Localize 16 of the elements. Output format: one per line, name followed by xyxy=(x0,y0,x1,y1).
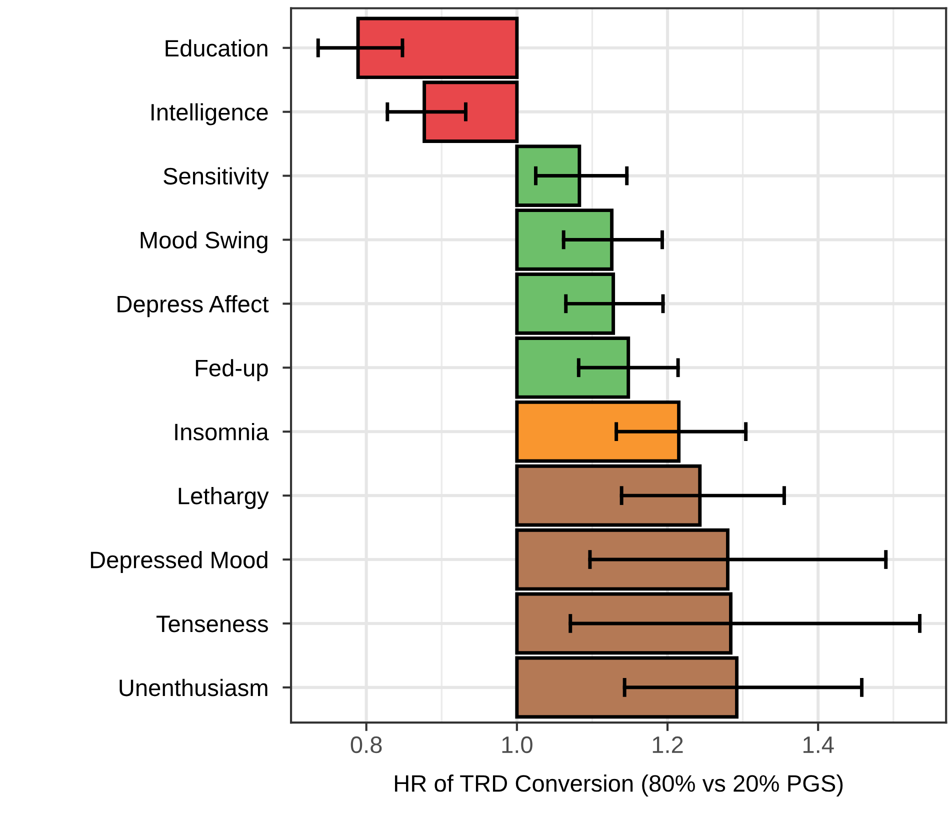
x-tick-label: 0.8 xyxy=(350,736,382,754)
x-axis-title: HR of TRD Conversion (80% vs 20% PGS) xyxy=(395,774,843,796)
x-tick-label: 1.4 xyxy=(803,736,834,753)
x-tick-label: 1.2 xyxy=(652,736,683,753)
y-tick-label: Insomnia xyxy=(175,423,269,440)
y-tick-label: Unenthusiasm xyxy=(120,678,268,696)
y-tick-label: Depressed Mood xyxy=(90,550,268,573)
y-tick-label: Lethargy xyxy=(178,487,269,510)
y-tick-label: Mood Swing xyxy=(140,231,268,254)
x-tick-label: 1.0 xyxy=(502,736,532,754)
y-tick-label: Intelligence xyxy=(152,103,268,126)
y-tick-label: Depress Affect xyxy=(118,295,269,318)
y-tick-label: Education xyxy=(166,39,268,57)
y-tick-label: Sensitivity xyxy=(164,167,269,190)
y-tick-label: Fed-up xyxy=(196,359,268,382)
y-tick-label: Tenseness xyxy=(156,616,268,632)
